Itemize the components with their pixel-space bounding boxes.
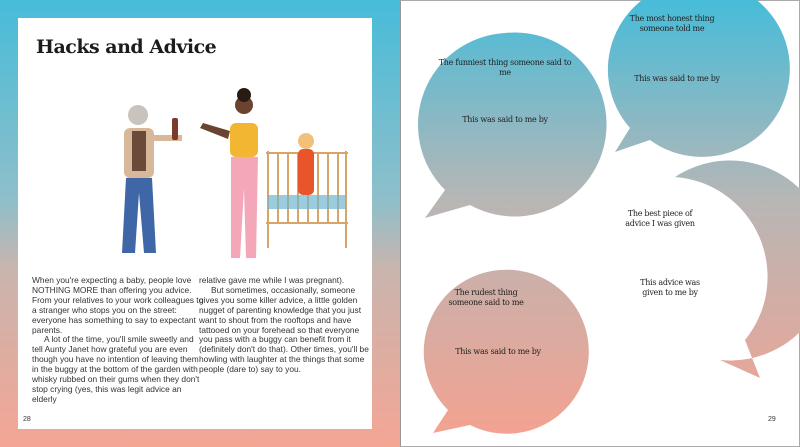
bubble-prompt: The most honest thing someone told me bbox=[629, 14, 715, 33]
grandmother-trousers bbox=[122, 178, 156, 253]
body-column-1: When you're expecting a baby, people lov… bbox=[32, 275, 204, 405]
paragraph: A lot of the time, you'll smile sweetly … bbox=[32, 334, 200, 404]
bubble-prompt: The best piece of advice I was given bbox=[625, 209, 695, 228]
baby-onesie bbox=[298, 149, 314, 195]
bubble-funniest bbox=[417, 32, 607, 219]
left-page: Hacks and Advice When you're expecting a… bbox=[0, 0, 400, 447]
page-number: 28 bbox=[23, 416, 31, 423]
grandmother-head bbox=[128, 105, 148, 125]
bubble-attribution: This was said to me by bbox=[455, 347, 541, 356]
bubble-prompt: The rudest thing someone said to me bbox=[448, 288, 524, 307]
mother-trousers bbox=[231, 157, 258, 258]
page-title: Hacks and Advice bbox=[36, 36, 217, 58]
illustration-family-advice bbox=[122, 88, 348, 258]
text-panel: Hacks and Advice When you're expecting a… bbox=[18, 18, 372, 429]
bubble-attribution: This was said to me by bbox=[634, 74, 720, 83]
baby-head bbox=[298, 133, 314, 149]
mother-top bbox=[230, 123, 258, 157]
paragraph: relative gave me while I was pregnant). bbox=[199, 275, 345, 285]
bubble-attribution: This advice was given to me by bbox=[640, 278, 700, 297]
bubble-best-advice bbox=[675, 160, 800, 378]
paragraph: But sometimes, occasionally, someone giv… bbox=[199, 284, 369, 375]
body-column-2: relative gave me while I was pregnant). … bbox=[199, 275, 371, 375]
page-number: 29 bbox=[768, 416, 776, 423]
whisky-bottle bbox=[172, 118, 178, 140]
bubble-honest bbox=[607, 0, 790, 157]
bubble-rudest bbox=[423, 269, 589, 434]
bubble-prompt: The funniest thing someone said to me bbox=[438, 58, 572, 77]
bubble-attribution: This was said to me by bbox=[462, 115, 548, 124]
paragraph: When you're expecting a baby, people lov… bbox=[32, 275, 204, 335]
